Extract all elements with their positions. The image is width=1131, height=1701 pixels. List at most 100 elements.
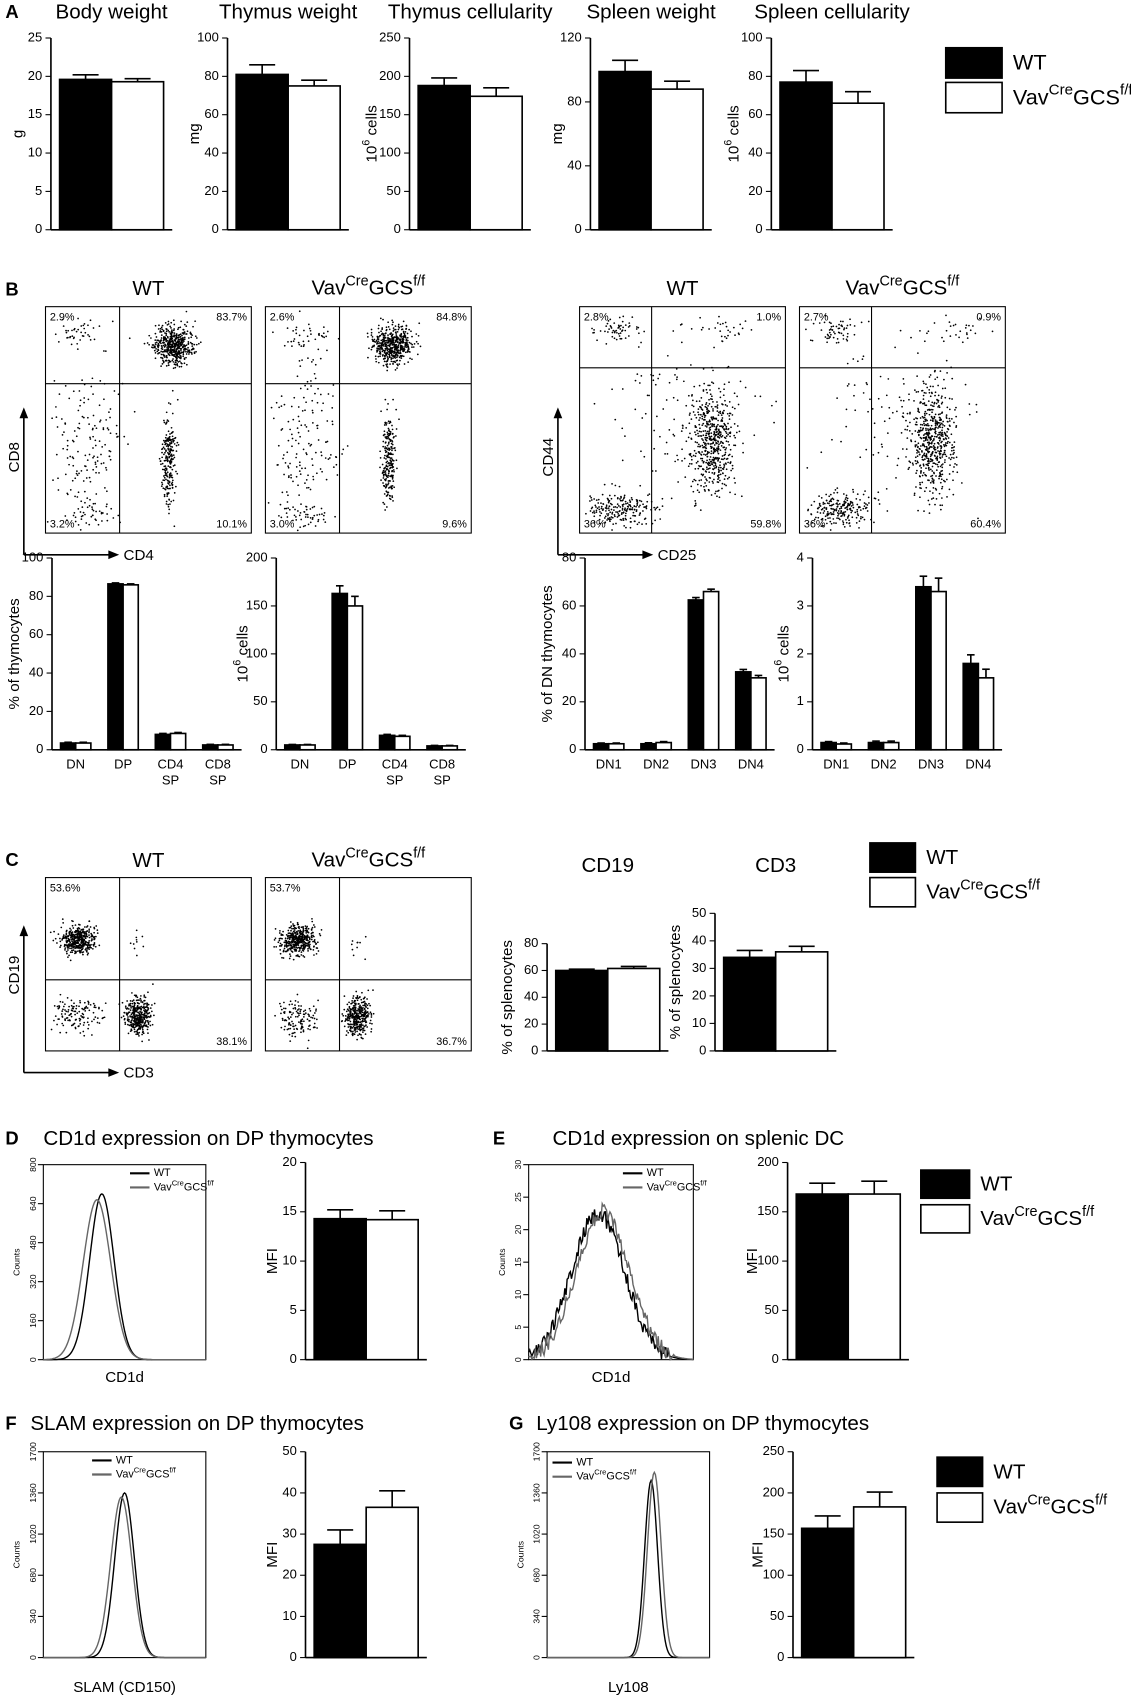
event-dot xyxy=(166,460,169,463)
chart-title-part: f/f xyxy=(947,273,960,289)
event-dot xyxy=(389,480,391,482)
event-dot xyxy=(402,332,405,334)
event-dot xyxy=(394,449,397,452)
event-dot xyxy=(147,1003,150,1006)
event-dot xyxy=(672,396,675,399)
event-dot xyxy=(385,422,388,424)
event-dot xyxy=(160,337,163,339)
event-dot xyxy=(166,350,169,353)
event-dot xyxy=(154,343,157,346)
event-dot xyxy=(928,376,931,378)
event-dot xyxy=(940,450,942,453)
event-dot xyxy=(925,455,927,458)
event-dot xyxy=(385,468,388,471)
event-dot xyxy=(59,937,61,940)
event-dot xyxy=(154,357,157,360)
event-dot xyxy=(710,494,713,496)
event-dot xyxy=(386,369,389,372)
event-dot xyxy=(954,409,956,411)
event-dot xyxy=(924,454,926,457)
event-dot xyxy=(612,506,615,508)
event-dot xyxy=(961,341,964,344)
event-dot xyxy=(71,335,74,337)
event-dot xyxy=(129,1009,132,1012)
event-dot xyxy=(174,337,177,340)
event-dot xyxy=(727,422,729,425)
bar xyxy=(59,742,77,751)
x-tick-label: DP xyxy=(114,756,132,771)
event-dot xyxy=(927,432,929,435)
event-dot xyxy=(939,422,941,424)
event-dot xyxy=(67,949,69,951)
event-dot xyxy=(391,469,394,472)
event-dot xyxy=(853,325,856,327)
event-dot xyxy=(165,500,168,503)
event-dot xyxy=(913,418,915,421)
event-dot xyxy=(931,451,934,454)
event-dot xyxy=(172,345,175,348)
event-dot xyxy=(111,320,114,323)
event-dot xyxy=(102,428,105,431)
event-dot xyxy=(278,406,281,409)
event-dot xyxy=(845,496,848,499)
event-dot xyxy=(124,1005,127,1008)
event-dot xyxy=(378,334,381,337)
event-dot xyxy=(830,507,833,510)
event-dot xyxy=(172,465,175,467)
event-dot xyxy=(654,508,657,511)
event-dot xyxy=(623,508,626,511)
event-dot xyxy=(382,434,385,437)
x-tick-label: DP xyxy=(338,756,356,771)
event-dot xyxy=(934,421,937,423)
event-dot xyxy=(417,342,419,345)
event-dot xyxy=(722,394,725,397)
event-dot xyxy=(129,1004,132,1007)
event-dot xyxy=(610,518,612,521)
event-dot xyxy=(87,947,89,950)
event-dot xyxy=(394,361,397,364)
event-dot xyxy=(602,508,605,510)
event-dot xyxy=(185,310,188,313)
event-dot xyxy=(607,331,609,333)
event-dot xyxy=(608,494,611,497)
event-dot xyxy=(720,444,723,447)
event-dot xyxy=(393,470,395,473)
event-dot xyxy=(845,408,848,411)
event-dot xyxy=(915,462,918,465)
event-dot xyxy=(665,399,668,401)
event-dot xyxy=(392,363,395,365)
event-dot xyxy=(88,504,91,507)
event-dot xyxy=(148,334,151,337)
event-dot xyxy=(392,469,395,471)
event-dot xyxy=(171,389,174,392)
event-dot xyxy=(153,1002,156,1005)
bar xyxy=(750,677,767,751)
event-dot xyxy=(930,404,932,406)
event-dot xyxy=(163,354,166,357)
event-dot xyxy=(132,999,135,1002)
event-dot xyxy=(716,449,718,452)
event-dot xyxy=(718,431,721,434)
event-dot xyxy=(287,439,290,442)
event-dot xyxy=(616,331,618,334)
event-dot xyxy=(705,466,708,469)
event-dot xyxy=(399,345,402,348)
event-dot xyxy=(869,398,871,401)
event-dot xyxy=(677,458,679,461)
event-dot xyxy=(382,334,385,337)
bar xyxy=(915,585,932,751)
event-dot xyxy=(380,346,383,349)
event-dot xyxy=(140,995,142,997)
event-dot xyxy=(922,434,925,436)
event-dot xyxy=(170,440,173,443)
event-dot xyxy=(161,324,164,327)
quadrant-percent: 3.2% xyxy=(50,518,75,530)
event-dot xyxy=(320,409,323,412)
event-dot xyxy=(281,428,284,430)
event-dot xyxy=(101,446,104,448)
event-dot xyxy=(392,357,394,360)
event-dot xyxy=(73,430,76,432)
event-dot xyxy=(939,437,942,440)
event-dot xyxy=(84,501,86,504)
event-dot xyxy=(891,411,894,414)
